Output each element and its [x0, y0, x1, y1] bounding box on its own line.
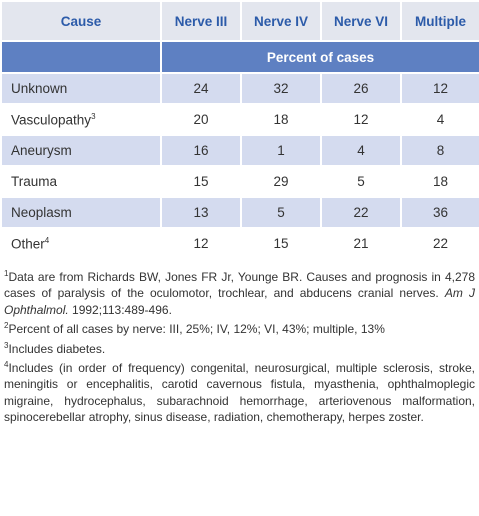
column-header: Nerve III — [160, 0, 242, 42]
cause: Vasculopathy — [11, 112, 92, 128]
cause: Other — [11, 236, 45, 252]
value-cell: 22 — [400, 227, 479, 260]
column-header: Nerve VI — [320, 0, 402, 42]
cause: Unknown — [11, 81, 68, 96]
value-cell: 24 — [160, 72, 242, 105]
table: Cause Nerve III Nerve IV Nerve VI Multiple P… — [0, 0, 479, 260]
value-cell: 20 — [160, 103, 242, 136]
subheader-spacer — [0, 40, 162, 74]
cause-cell: Other4 — [0, 227, 162, 260]
value-cell: 15 — [160, 165, 242, 198]
value-cell: 5 — [320, 165, 402, 198]
footnote-marker: 3 — [4, 340, 9, 350]
column-header: Cause — [0, 0, 162, 42]
table-row: Vasculopathy3 20 18 12 4 — [0, 103, 479, 136]
value-cell: 1 — [240, 134, 322, 167]
table-row: Unknown 24 32 26 12 — [0, 72, 479, 105]
footnotes: 1Data are from Richards BW, Jones FR Jr,… — [0, 260, 479, 426]
value-cell: 13 — [160, 196, 242, 229]
header-row: Cause Nerve III Nerve IV Nerve VI Multiple — [0, 0, 479, 42]
cause-cell: Vasculopathy3 — [0, 103, 162, 136]
value-cell: 16 — [160, 134, 242, 167]
footnote: 2Percent of all cases by nerve: III, 25%… — [4, 318, 475, 337]
table-row: Trauma 15 29 5 18 — [0, 165, 479, 198]
cause: Neoplasm — [11, 205, 72, 220]
cause: Trauma — [11, 174, 58, 189]
value-cell: 29 — [240, 165, 322, 198]
table-body: Percent of cases Unknown 24 32 26 12 Vasculopa… — [0, 40, 479, 260]
table-row: Aneurysm 16 1 4 8 — [0, 134, 479, 167]
footnote-text: Includes (in order of frequency) congeni… — [4, 361, 475, 425]
footnote: 3Includes diabetes. — [4, 338, 475, 357]
table-head: Cause Nerve III Nerve IV Nerve VI Multiple — [0, 0, 479, 42]
value-cell: 18 — [400, 165, 479, 198]
value-cell: 22 — [320, 196, 402, 229]
cause: Aneurysm — [11, 143, 72, 158]
footnote: 1Data are from Richards BW, Jones FR Jr,… — [4, 266, 475, 318]
footnote-text: Data are from Richards BW, Jones FR Jr, … — [4, 270, 475, 301]
column-header: Multiple — [400, 0, 479, 42]
value-cell: 4 — [320, 134, 402, 167]
value-cell: 8 — [400, 134, 479, 167]
value-cell: 15 — [240, 227, 322, 260]
footnote: 4Includes (in order of frequency) congen… — [4, 357, 475, 426]
footnote-text: 1992;113:489-496. — [68, 302, 172, 317]
value-cell: 4 — [400, 103, 479, 136]
footnote-text: Am J Ophthalmol. — [4, 286, 475, 317]
table-row: Other4 12 15 21 22 — [0, 227, 479, 260]
table-row: Neoplasm 13 5 22 36 — [0, 196, 479, 229]
subheader-row: Percent of cases — [0, 40, 479, 74]
footnote-text: Includes diabetes. — [8, 341, 106, 356]
value-cell: 21 — [320, 227, 402, 260]
footnote-marker: 4 — [4, 360, 9, 370]
cause-cell: Trauma — [0, 165, 162, 198]
value-cell: 12 — [160, 227, 242, 260]
value-cell: 18 — [240, 103, 322, 136]
cause-cell: Unknown — [0, 72, 162, 105]
footnote-marker: 1 — [4, 269, 9, 278]
footnote-text: Percent of all cases by nerve: III, 25%;… — [8, 322, 385, 337]
value-cell: 5 — [240, 196, 322, 229]
footnote-ref: 3 — [91, 111, 96, 121]
value-cell: 26 — [320, 72, 402, 105]
cause-cell: Aneurysm — [0, 134, 162, 167]
column-header: Nerve IV — [240, 0, 322, 42]
footnote-ref: 4 — [44, 235, 50, 245]
footnote-marker: 2 — [4, 321, 9, 331]
value-cell: 32 — [240, 72, 322, 105]
value-cell: 36 — [400, 196, 479, 229]
subheader: Percent of cases — [160, 40, 479, 74]
value-cell: 12 — [320, 103, 402, 136]
cause-cell: Neoplasm — [0, 196, 162, 229]
value-cell: 12 — [400, 72, 479, 105]
